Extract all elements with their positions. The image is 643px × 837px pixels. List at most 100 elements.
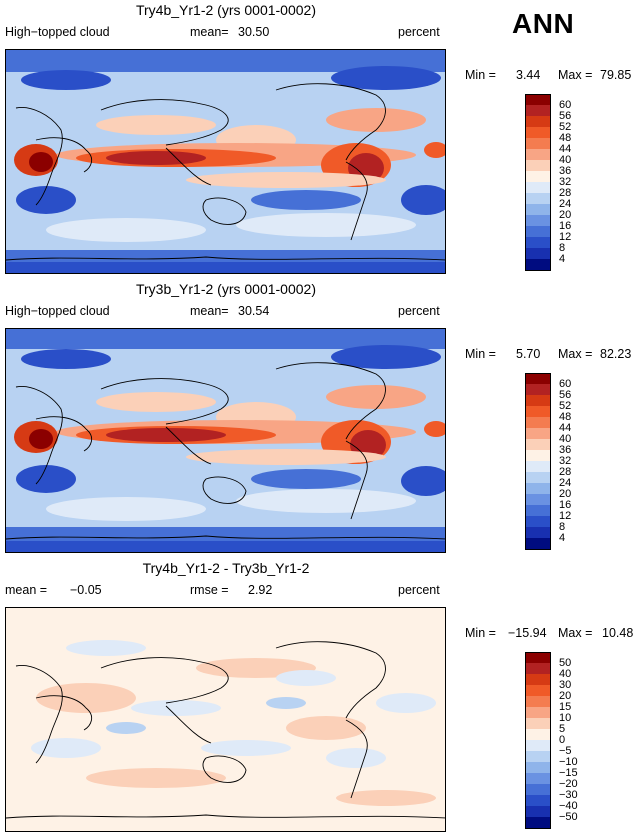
colorbar-tick-label: 15: [559, 700, 572, 713]
colorbar-tick-label: 48: [559, 131, 572, 144]
colorbar-segment: [525, 652, 551, 664]
colorbar-segment: [525, 160, 551, 172]
max-value: 82.23: [600, 347, 632, 361]
colorbar-tick-label: 30: [559, 678, 572, 691]
rmse-label: rmse =: [190, 583, 229, 597]
colorbar-tick-label: −20: [559, 777, 578, 790]
colorbar-tick-label: 60: [559, 377, 572, 390]
colorbar-segment: [525, 226, 551, 238]
colorbar-tick-label: −10: [559, 755, 578, 768]
colorbar-tick-label: 16: [559, 219, 572, 232]
colorbar-segment: [525, 204, 551, 216]
colorbar-segment: [525, 439, 551, 451]
colorbar-segment: [525, 138, 551, 150]
colorbar-segment: [525, 127, 551, 139]
colorbar-segment: [525, 762, 551, 774]
colorbar-tick-label: 24: [559, 197, 572, 210]
map-plot: [6, 50, 445, 273]
colorbar-tick-label: 32: [559, 454, 572, 467]
colorbar: 60 56 52 48 44 40 36 32 28 24 20 16 12 8 4: [525, 94, 571, 271]
colorbar-segment: [525, 116, 551, 128]
units-label: percent: [398, 304, 440, 318]
min-value: 3.44: [516, 68, 541, 82]
panel-difference: Try4b_Yr1-2 - Try3b_Yr1-2 mean = −0.05 r…: [0, 560, 643, 835]
colorbar-segment: [525, 94, 551, 106]
mean-label: mean=: [190, 304, 229, 318]
colorbar-segment: [525, 182, 551, 194]
colorbar-segment: [525, 384, 551, 396]
colorbar-segment: [525, 105, 551, 117]
colorbar-tick-label: 10: [559, 711, 572, 724]
colorbar-segment: [525, 674, 551, 686]
diff-mean-label: mean =: [5, 583, 48, 597]
colorbar-tick-label: 28: [559, 186, 572, 199]
variable-label: High−topped cloud: [5, 304, 110, 318]
min-value: −15.94: [508, 626, 547, 640]
colorbar-tick-label: 32: [559, 175, 572, 188]
colorbar-segment: [525, 461, 551, 473]
colorbar-tick-label: 36: [559, 443, 572, 456]
colorbar-segment: [525, 707, 551, 719]
colorbar-segment: [525, 729, 551, 741]
colorbar-segment: [525, 215, 551, 227]
panel-try4b: Try4b_Yr1-2 (yrs 0001-0002) High−topped …: [0, 2, 643, 277]
colorbar-tick-label: 48: [559, 410, 572, 423]
colorbar-segment: [525, 784, 551, 796]
colorbar-tick-label: −5: [559, 744, 572, 757]
max-value: 79.85: [600, 68, 632, 82]
colorbar-segment: [525, 527, 551, 539]
panel-title: Try4b_Yr1-2 (yrs 0001-0002): [135, 2, 316, 18]
colorbar-tick-label: 20: [559, 208, 572, 221]
colorbar-tick-label: −30: [559, 788, 578, 801]
colorbar-segment: [525, 237, 551, 249]
colorbar-segment: [525, 685, 551, 697]
colorbar-tick-label: −40: [559, 799, 578, 812]
max-label: Max =: [558, 626, 593, 640]
colorbar-segment: [525, 538, 551, 550]
colorbar-segment: [525, 406, 551, 418]
colorbar-tick-label: 40: [559, 153, 572, 166]
colorbar: 50 40 30 20 15 10 5 0 −5 −10 −15 −20 −30 −40 −50: [525, 652, 578, 829]
map-plot: [6, 329, 445, 552]
rmse-value: 2.92: [248, 583, 273, 597]
mean-value: 30.54: [238, 304, 270, 318]
colorbar-segment: [525, 171, 551, 183]
colorbar-segment: [525, 740, 551, 752]
variable-label: High−topped cloud: [5, 25, 110, 39]
colorbar-segment: [525, 395, 551, 407]
colorbar-tick-label: 56: [559, 109, 572, 122]
colorbar-segment: [525, 259, 551, 271]
max-value: 10.48: [602, 626, 634, 640]
colorbar-segment: [525, 248, 551, 260]
colorbar-segment: [525, 516, 551, 528]
colorbar-tick-label: 60: [559, 98, 572, 111]
colorbar-tick-label: 36: [559, 164, 572, 177]
colorbar-segment: [525, 795, 551, 807]
colorbar-tick-label: 0: [559, 733, 566, 746]
min-label: Min =: [465, 68, 496, 82]
colorbar: 60 56 52 48 44 40 36 32 28 24 20 16 12 8 4: [525, 373, 571, 550]
colorbar-tick-label: 28: [559, 465, 572, 478]
colorbar-segment: [525, 751, 551, 763]
colorbar-segment: [525, 817, 551, 829]
colorbar-tick-label: 40: [559, 667, 572, 680]
max-label: Max =: [558, 68, 593, 82]
colorbar-tick-label: 12: [559, 230, 572, 243]
panel-title: Try3b_Yr1-2 (yrs 0001-0002): [135, 281, 316, 297]
min-value: 5.70: [516, 347, 541, 361]
colorbar-segment: [525, 417, 551, 429]
colorbar-tick-label: −50: [559, 810, 578, 823]
colorbar-tick-label: 24: [559, 476, 572, 489]
panel-title: Try4b_Yr1-2 - Try3b_Yr1-2: [142, 560, 310, 576]
colorbar-tick-label: 56: [559, 388, 572, 401]
colorbar-segment: [525, 428, 551, 440]
colorbar-tick-label: 12: [559, 509, 572, 522]
colorbar-segment: [525, 505, 551, 517]
map-plot: [6, 608, 445, 831]
colorbar-segment: [525, 663, 551, 675]
mean-label: mean=: [190, 25, 229, 39]
colorbar-tick-label: −15: [559, 766, 578, 779]
colorbar-segment: [525, 149, 551, 161]
colorbar-segment: [525, 373, 551, 385]
colorbar-tick-label: 44: [559, 142, 572, 155]
